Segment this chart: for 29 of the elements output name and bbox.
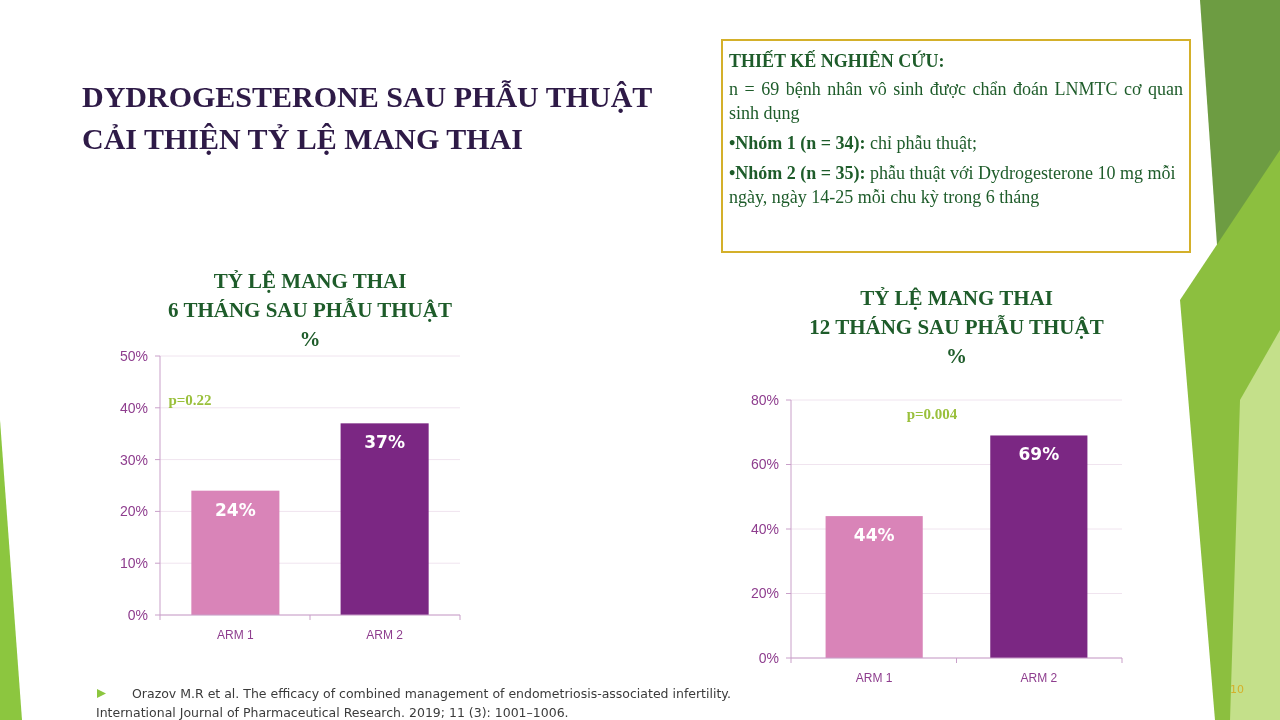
annotation: p=0.22 (168, 392, 212, 408)
x-tick-label: ARM 2 (366, 628, 404, 642)
data-label: 24% (215, 499, 256, 520)
y-tick-label: 80% (750, 391, 779, 408)
y-tick-label: 40% (119, 399, 148, 416)
y-tick-label: 20% (750, 585, 779, 602)
y-tick-label: 10% (119, 555, 148, 572)
data-label: 37% (364, 432, 405, 453)
y-tick-label: 30% (119, 451, 148, 468)
y-tick-label: 50% (119, 347, 148, 364)
text: THIẾT KẾ NGHIÊN CỨU: (729, 49, 946, 73)
data-label: 44% (853, 525, 895, 546)
text: DYDROGESTERONE SAU PHẪU THUẬT CẢI THIỆN TỶ LỆ MANG THAI (82, 79, 654, 157)
text: Orazov M.R et al. The efficacy of combined management of endometriosis-associated infertility. International Journal of Pharmaceutical Research. 2019; 11 (3): 1001–1006. (96, 685, 732, 720)
x-tick-label: ARM 2 (1020, 671, 1058, 685)
y-tick-label: 0% (127, 606, 148, 623)
annotation: p=0.004 (906, 406, 958, 422)
text: •Nhóm 2 (n = 35): phẫu thuật với Dydrogesterone 10 mg mỗi ngày, ngày 14-25 mỗi chu kỳ trong 6 tháng (729, 163, 1176, 207)
y-tick-label: 20% (119, 503, 148, 520)
x-tick-label: ARM 1 (217, 628, 255, 642)
data-label: 69% (1018, 444, 1060, 465)
y-tick-label: 40% (750, 520, 779, 537)
x-tick-label: ARM 1 (855, 671, 893, 685)
text: •Nhóm 1 (n = 34): chỉ phẫu thuật; (729, 133, 978, 153)
chart-title: TỶ LỆ MANG THAI 6 THÁNG SAU PHẪU THUẬT % (168, 269, 452, 351)
text: 10 (1230, 683, 1244, 696)
y-tick-label: 0% (758, 649, 779, 666)
chart-title: TỶ LỆ MANG THAI 12 THÁNG SAU PHẪU THUẬT % (809, 286, 1104, 368)
y-tick-label: 60% (750, 456, 779, 473)
